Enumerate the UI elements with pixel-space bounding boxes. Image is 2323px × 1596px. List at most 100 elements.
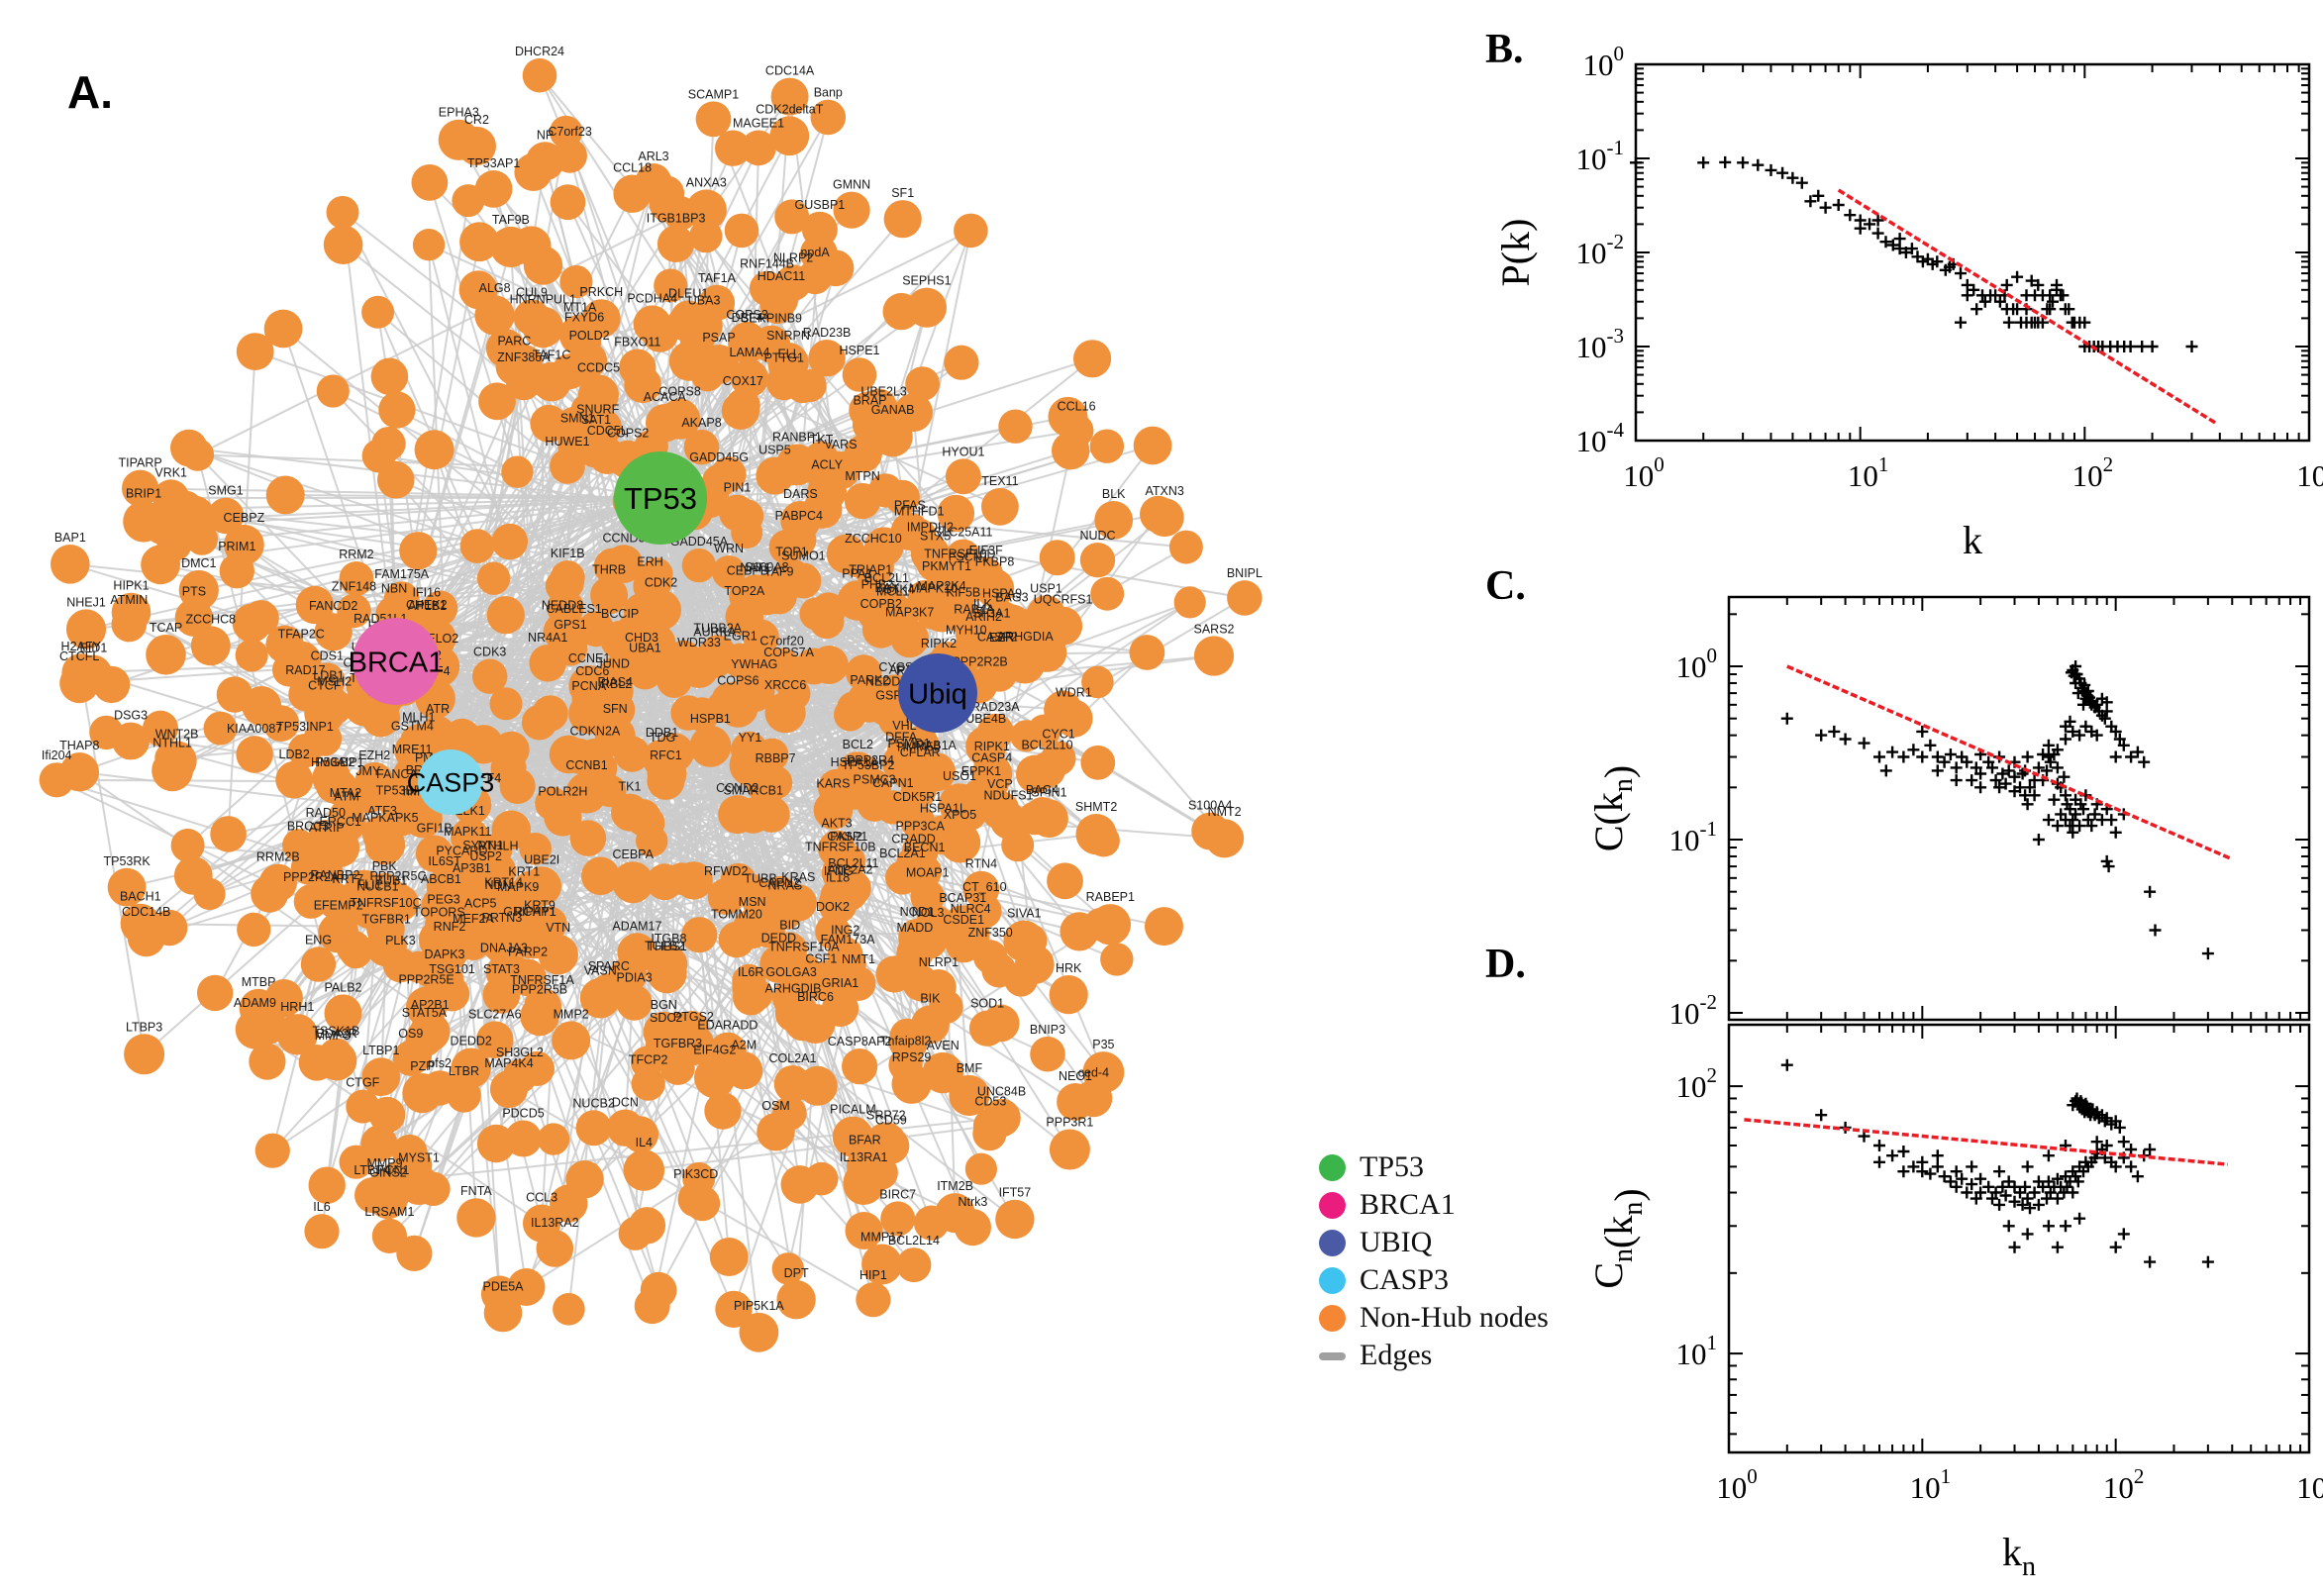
network-node (808, 340, 846, 377)
y-axis-title: P(k) (1493, 219, 1538, 287)
y-axis-title: C(kn) (1586, 765, 1641, 851)
network-node (810, 99, 847, 136)
panel-c-plot: 100 10-1 10-2 C(kn) (1586, 595, 2311, 1031)
network-node (910, 534, 951, 573)
edge (285, 494, 661, 499)
plot-frame (1634, 62, 2311, 443)
y-tick-label: 10-2 (1669, 990, 1718, 1031)
y-axis-title: Cn(kn) (1586, 1188, 1651, 1288)
y-tick-label: 102 (1676, 1063, 1718, 1104)
axis-ticks (1635, 63, 2310, 442)
x-axis-title: k (1963, 518, 1982, 562)
panel-d-plot: 100 101 102 103 102 101 kn Cn(kn) (1586, 1023, 2323, 1582)
edge (197, 212, 681, 456)
legend-item-label: CASP3 (1360, 1263, 1450, 1296)
axis-ticks (1728, 1025, 2310, 1452)
x-tick-label: 101 (1848, 452, 1889, 493)
edge (342, 212, 397, 662)
legend-color-swatch (1319, 1304, 1346, 1332)
network-node (558, 314, 601, 356)
legend-color-swatch (1319, 1153, 1346, 1181)
scatter-points (1630, 155, 2198, 352)
network-node (1227, 580, 1262, 616)
plot-frame (1727, 1023, 2311, 1454)
legend: TP53 BRCA1 UBIQ CASP3 Non-Hub nodes Edges (1319, 1148, 1549, 1374)
edge (396, 409, 939, 694)
edge (227, 351, 256, 835)
network-node (769, 116, 810, 156)
y-tick-label: 10-1 (1669, 817, 1718, 857)
x-axis-title: kn (2002, 1530, 2036, 1582)
network-graph: ARL3BanpTAF9BnpdAMAGEE1DHCR24CDC14ANLRP2… (39, 45, 1262, 1352)
edge (727, 473, 939, 694)
x-tick-label: 103 (2296, 1464, 2323, 1505)
network-node (695, 101, 732, 138)
plot-frame (1727, 595, 2311, 1022)
network-node (883, 200, 922, 239)
legend-item-tp53: TP53 (1319, 1148, 1549, 1186)
legend-item-edges: Edges (1319, 1337, 1549, 1374)
edge (651, 754, 773, 1307)
network-node (550, 449, 585, 484)
y-tick-label: 10-3 (1576, 324, 1625, 364)
y-tick-label: 101 (1676, 1331, 1718, 1371)
scatter-points (1780, 660, 2214, 960)
edge (659, 497, 865, 1232)
edge (282, 328, 397, 662)
edge (184, 497, 661, 511)
legend-item-label: BRCA1 (1360, 1188, 1456, 1221)
legend-item-label: Non-Hub nodes (1360, 1301, 1549, 1334)
edge (196, 453, 397, 662)
network-node (842, 357, 877, 392)
legend-item-label: UBIQ (1360, 1226, 1433, 1258)
edge (254, 350, 661, 499)
legend-item-brca1: BRCA1 (1319, 1186, 1549, 1224)
edge (395, 385, 804, 662)
panel-b-plot: 100 101 102 103 100 10-1 10-2 10-3 10-4 k P(k) (1493, 42, 2323, 562)
y-tick-label: 10-4 (1576, 418, 1625, 458)
edge (463, 833, 1097, 905)
network-node (728, 321, 766, 360)
x-tick-label: 102 (2072, 452, 2114, 493)
legend-color-swatch (1319, 1266, 1346, 1294)
legend-item-casp3: CASP3 (1319, 1261, 1549, 1299)
legend-item-label: Edges (1360, 1339, 1433, 1371)
legend-item-label: TP53 (1360, 1150, 1425, 1183)
panel-a-label: A. (67, 66, 113, 118)
edge (288, 497, 661, 671)
legend-item-ubiq: UBIQ (1319, 1224, 1549, 1261)
legend-item-non-hub-nodes: Non-Hub nodes (1319, 1299, 1549, 1337)
x-tick-label: 103 (2296, 452, 2323, 493)
network-node (456, 126, 496, 166)
network-node (683, 429, 720, 465)
network-node (613, 174, 652, 213)
x-tick-label: 100 (1716, 1464, 1758, 1505)
network-node (741, 130, 776, 166)
network-node (1193, 636, 1235, 676)
y-tick-label: 10-2 (1576, 230, 1625, 270)
network-node (945, 458, 981, 495)
fit-line (1786, 664, 2231, 860)
edge (962, 449, 1072, 946)
legend-color-swatch (1319, 1191, 1346, 1219)
fit-line (1744, 1118, 2229, 1166)
y-tick-label: 100 (1583, 42, 1625, 82)
x-tick-label: 100 (1623, 452, 1665, 493)
x-tick-label: 102 (2103, 1464, 2145, 1505)
panel-b-label: B. (1485, 27, 1524, 72)
network-node (770, 77, 809, 116)
edge (398, 1117, 1002, 1182)
edge (891, 230, 972, 618)
y-tick-label: 100 (1676, 644, 1718, 684)
x-tick-label: 101 (1910, 1464, 1952, 1505)
network-node (522, 57, 557, 93)
y-tick-label: 10-1 (1576, 136, 1625, 176)
panel-c-label: C. (1485, 563, 1526, 609)
legend-edge-swatch (1319, 1352, 1346, 1360)
edge (531, 692, 939, 890)
network-node (833, 191, 870, 229)
network-nodes (39, 57, 1262, 1352)
network-node (1094, 501, 1134, 540)
